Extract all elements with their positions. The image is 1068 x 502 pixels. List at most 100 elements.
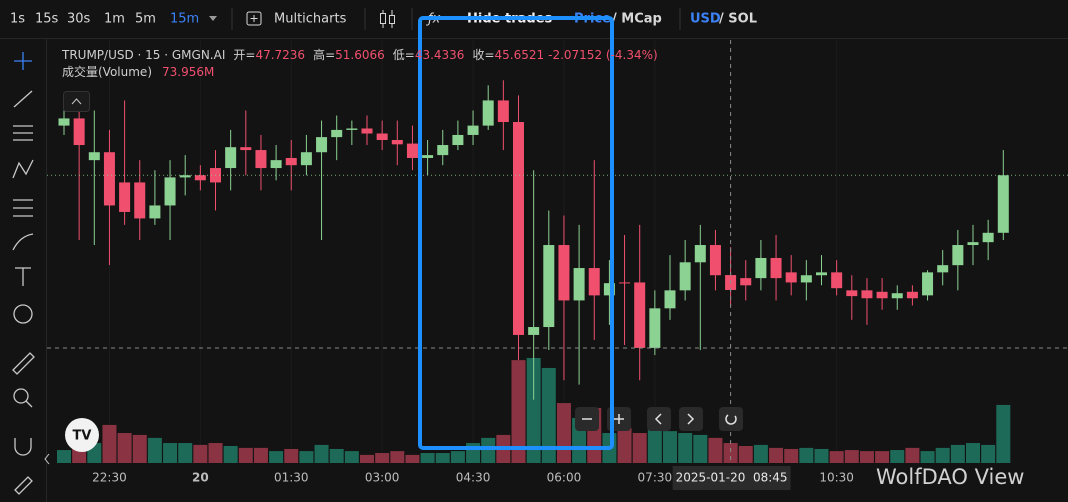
candle-body — [694, 245, 706, 263]
volume-bar — [890, 450, 905, 463]
volume-bar — [269, 451, 284, 463]
interval-active[interactable]: 15m — [170, 12, 199, 27]
candle-body — [755, 257, 767, 279]
candle-body — [891, 293, 903, 299]
candle-body — [573, 268, 585, 301]
magnet-tool[interactable] — [14, 438, 32, 456]
candle-body — [846, 290, 858, 297]
candle-body — [543, 245, 555, 328]
candle-body — [982, 232, 994, 243]
volume-bar — [541, 367, 556, 463]
multicharts-icon[interactable] — [246, 11, 262, 26]
candle-body — [967, 242, 979, 246]
volume-bar — [875, 451, 890, 463]
mcap-toggle[interactable]: / MCap — [612, 12, 662, 27]
candle-body — [255, 150, 267, 169]
volume-bar — [284, 448, 299, 463]
volume-bar — [435, 453, 450, 463]
candle-body — [103, 152, 115, 206]
legend: TRUMP/USD · 15 · GMGN.AI 开= 47.7236 高= 51.… — [62, 47, 658, 81]
volume-bar — [920, 451, 935, 463]
pattern-tool[interactable] — [12, 159, 34, 179]
volume-bar — [678, 433, 693, 463]
interval[interactable]: 1s — [10, 12, 25, 27]
highlight-box — [418, 16, 614, 450]
candle-body — [482, 100, 494, 126]
x-tick-label: 04:30 — [456, 471, 491, 485]
volume-bar — [905, 447, 920, 463]
candle-body — [467, 125, 479, 135]
volume-bar — [390, 451, 405, 463]
crosshair-time-label: 2025-01-20 08:45 — [676, 471, 788, 485]
volume-bar — [102, 424, 117, 463]
candle-body — [73, 118, 85, 146]
volume-bar — [799, 447, 814, 463]
tv-logo[interactable] — [65, 418, 99, 452]
dropdown-icon[interactable] — [209, 16, 217, 21]
volume-title: 成交量(Volume) — [62, 65, 152, 79]
volume-bar — [663, 431, 677, 463]
volume-bar — [556, 403, 571, 463]
volume-bar — [708, 437, 723, 463]
volume-bar — [814, 448, 829, 463]
candle-body — [316, 137, 328, 153]
trendline-tool[interactable] — [13, 90, 33, 108]
usd-toggle[interactable]: USD — [690, 12, 721, 27]
volume-bar — [481, 437, 496, 463]
candle-body — [134, 182, 146, 219]
candle-body — [528, 327, 540, 335]
interval[interactable]: 30s — [67, 12, 91, 27]
candle-body — [619, 282, 631, 284]
volume-bar — [859, 451, 874, 463]
interval[interactable]: 1m — [104, 12, 125, 27]
ruler-tool[interactable] — [12, 352, 35, 375]
emoji-tool[interactable] — [13, 304, 33, 324]
crosshair-time-box — [672, 466, 791, 490]
price-legend: TRUMP/USD · 15 · GMGN.AI 开= 47.7236 高= 51.… — [62, 47, 658, 64]
x-tick-label: 03:00 — [365, 471, 400, 485]
volume-bar — [238, 447, 253, 463]
volume-bar — [738, 445, 753, 463]
open-value: 47.7236 — [255, 48, 306, 62]
reset-button[interactable] — [719, 407, 743, 431]
volume-bar — [360, 454, 374, 463]
x-tick-label: 22:30 — [92, 471, 127, 485]
brush-tool[interactable] — [12, 233, 34, 251]
fib-tool[interactable] — [13, 125, 33, 141]
candle-body — [406, 143, 418, 158]
scroll-left-button[interactable] — [647, 407, 671, 431]
volume-bar — [753, 444, 768, 463]
candle-body — [861, 290, 873, 299]
candle-body — [300, 152, 312, 166]
sol-toggle[interactable]: / SOL — [719, 12, 757, 27]
candle-body — [952, 245, 964, 266]
candle-body — [785, 272, 797, 283]
volume-bar — [935, 447, 950, 463]
projection-tool[interactable] — [13, 199, 33, 217]
collapse-button[interactable] — [63, 91, 90, 112]
lock-tool[interactable] — [14, 476, 33, 495]
crosshair-tool[interactable] — [14, 52, 32, 70]
candle-body — [270, 160, 282, 169]
volume-bar — [511, 360, 526, 463]
volume-bar — [375, 453, 390, 463]
candle-body — [437, 145, 449, 156]
candle-body — [876, 291, 888, 299]
candle-body — [997, 175, 1009, 233]
collapse-icon[interactable] — [44, 453, 50, 465]
multicharts-button[interactable]: Multicharts — [274, 12, 347, 27]
volume-bar — [253, 447, 268, 463]
interval[interactable]: 5m — [135, 12, 156, 27]
x-tick-label: 06:00 — [547, 471, 582, 485]
candle-body — [588, 268, 600, 296]
text-tool[interactable] — [15, 267, 31, 286]
interval[interactable]: 15s — [35, 12, 59, 27]
zoom-tool[interactable] — [13, 388, 29, 404]
volume-bar — [193, 444, 208, 463]
volume-bar — [147, 437, 162, 463]
high-label: 高= — [313, 48, 336, 62]
scroll-right-button[interactable] — [679, 407, 703, 431]
zoom-in-icon — [614, 414, 624, 424]
candle-body — [361, 128, 373, 134]
volume-bar — [981, 444, 996, 463]
